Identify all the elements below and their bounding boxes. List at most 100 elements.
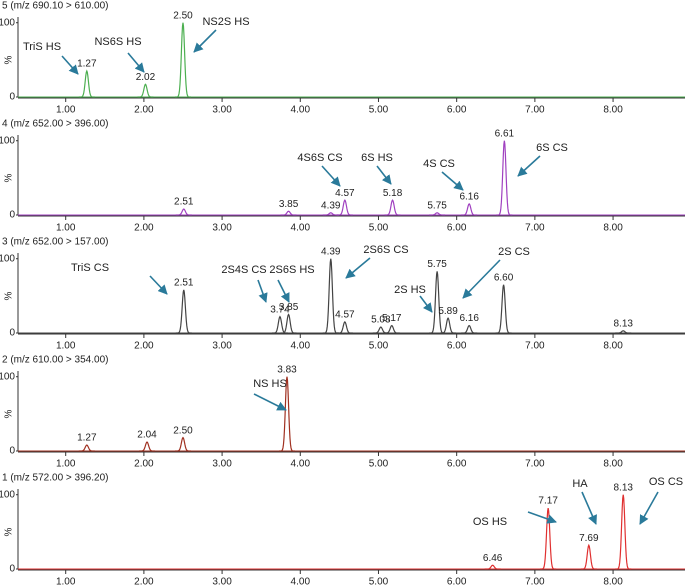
annotation: NS HS (253, 378, 287, 390)
peak (78, 444, 95, 452)
y-axis-label: % (4, 173, 15, 182)
x-tick-label: 5.00 (369, 223, 389, 234)
y-axis-label: % (4, 527, 15, 536)
x-tick-label: 4.00 (291, 223, 311, 234)
peak-label: 8.13 (613, 482, 633, 493)
x-tick-label: 7.00 (525, 105, 545, 116)
peak (336, 199, 353, 216)
peak-label: 5.89 (438, 306, 458, 317)
peak (495, 284, 512, 334)
x-tick-label: 3.00 (212, 577, 232, 586)
panel-title: 2 (m/z 610.00 > 354.00) (2, 355, 108, 366)
peak-label: 5.75 (427, 259, 447, 270)
peak (78, 69, 95, 98)
peak (429, 271, 446, 334)
x-tick-label: 2.00 (134, 341, 154, 352)
x-tick-label: 2.00 (134, 223, 154, 234)
annotation: HA (572, 478, 588, 490)
annotation: 2S6S HS (269, 264, 314, 276)
x-tick-label: 6.00 (447, 223, 467, 234)
peak-label: 2.50 (173, 425, 193, 436)
x-tick-label: 2.00 (134, 459, 154, 470)
peak (615, 330, 632, 334)
peak (278, 376, 295, 452)
peak-label: 6.46 (483, 553, 503, 564)
peak-label: 2.02 (136, 72, 156, 83)
peak-label: 6.61 (495, 128, 515, 139)
peak (280, 210, 297, 216)
annotation-arrow (257, 279, 268, 303)
peak (336, 320, 353, 334)
annotation-arrow (462, 259, 501, 299)
annotation-arrow (193, 29, 217, 53)
x-tick-label: 5.00 (369, 459, 389, 470)
y-tick-label: 0 (9, 446, 15, 457)
peak (271, 315, 288, 334)
x-tick-label: 1.00 (56, 459, 76, 470)
peak-label: 4.57 (335, 309, 355, 320)
annotation-arrow (127, 52, 145, 73)
panel-title: 5 (m/z 690.10 > 610.00) (2, 1, 108, 12)
peak-label: 5.75 (427, 200, 447, 211)
peak-label: 1.27 (77, 59, 97, 70)
annotation-arrow (61, 55, 79, 75)
annotation-arrow (517, 155, 541, 177)
annotation: 4S CS (423, 158, 455, 170)
y-tick-label: 100 (0, 253, 15, 264)
x-tick-label: 4.00 (291, 105, 311, 116)
annotation-arrow (639, 491, 659, 525)
y-tick-label: 0 (9, 92, 15, 103)
x-tick-label: 5.00 (369, 341, 389, 352)
annotation: OS CS (649, 476, 683, 488)
annotation: NS6S HS (94, 36, 141, 48)
x-tick-label: 3.00 (212, 459, 232, 470)
x-tick-label: 3.00 (212, 105, 232, 116)
x-tick-label: 7.00 (525, 341, 545, 352)
peak (280, 313, 297, 334)
x-tick-label: 1.00 (56, 341, 76, 352)
peak-label: 3.85 (279, 302, 299, 313)
x-tick-label: 8.00 (603, 459, 623, 470)
annotation-arrow (527, 511, 557, 524)
annotation-arrow (149, 275, 168, 295)
peak (139, 441, 156, 452)
x-tick-label: 4.00 (291, 577, 311, 586)
peak (461, 324, 478, 334)
peak-label: 4.39 (321, 200, 341, 211)
x-tick-label: 1.00 (56, 105, 76, 116)
peak-label: 5.18 (383, 188, 403, 199)
annotation-arrow (253, 393, 287, 411)
annotation: 6S CS (536, 142, 568, 154)
y-tick-label: 100 (0, 17, 15, 28)
peak (174, 22, 191, 98)
peak (384, 199, 401, 216)
peak-label: 2.50 (173, 10, 193, 21)
annotation-arrow (581, 491, 597, 525)
y-axis-label: % (4, 291, 15, 300)
annotation: 4S6S CS (297, 152, 342, 164)
peak (429, 212, 446, 216)
peak (322, 258, 339, 334)
y-tick-label: 0 (9, 328, 15, 339)
peak (175, 208, 192, 216)
panel-title: 1 (m/z 572.00 > 396.20) (2, 473, 108, 484)
peak-label: 7.17 (538, 496, 558, 507)
x-tick-label: 6.00 (447, 105, 467, 116)
x-tick-label: 7.00 (525, 223, 545, 234)
panel-title: 4 (m/z 652.00 > 396.00) (2, 119, 108, 130)
x-tick-label: 6.00 (447, 577, 467, 586)
y-tick-label: 0 (9, 210, 15, 221)
peak (174, 436, 191, 452)
x-tick-label: 2.00 (134, 105, 154, 116)
peak-label: 4.39 (321, 246, 341, 257)
annotation: TriS CS (71, 262, 109, 274)
annotation: TriS HS (23, 41, 61, 53)
x-tick-label: 7.00 (525, 459, 545, 470)
x-tick-label: 1.00 (56, 223, 76, 234)
peak-label: 5.17 (382, 313, 402, 324)
peak-label: 6.16 (459, 191, 479, 202)
peak (496, 140, 513, 216)
x-tick-label: 6.00 (447, 341, 467, 352)
y-tick-label: 100 (0, 135, 15, 146)
annotation-arrow (376, 165, 392, 185)
